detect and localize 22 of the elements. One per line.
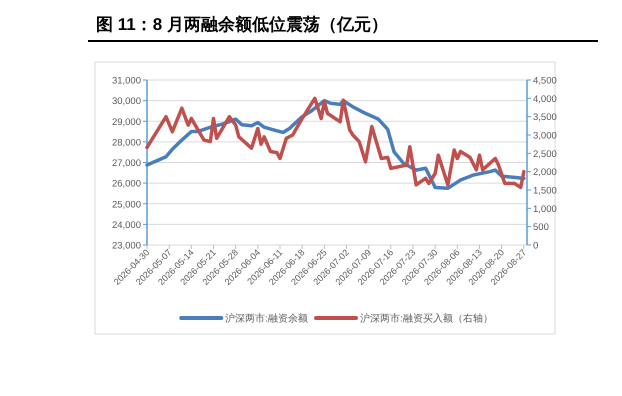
y2-tick-label: 3,000 <box>533 130 557 142</box>
chart-title: 图 11：8 月两融余额低位震荡（亿元） <box>96 15 388 34</box>
y2-tick-label: 4,500 <box>533 76 557 86</box>
y-tick-label: 25,000 <box>112 199 141 210</box>
y-tick-label: 23,000 <box>112 240 141 252</box>
y-tick-label: 29,000 <box>112 116 141 128</box>
y2-tick-label: 2,000 <box>533 167 557 178</box>
legend-label: 沪深两市:融资余额 <box>225 312 308 324</box>
y-tick-label: 27,000 <box>112 158 141 169</box>
y2-tick-label: 2,500 <box>533 148 557 160</box>
y2-tick-label: 4,000 <box>533 94 557 105</box>
y-tick-label: 28,000 <box>112 137 141 148</box>
legend-label: 沪深两市:融资买入额（右轴） <box>360 312 493 324</box>
y-tick-label: 30,000 <box>112 96 141 108</box>
y2-tick-label: 1,000 <box>533 204 557 215</box>
y-tick-label: 31,000 <box>112 76 141 86</box>
y2-tick-label: 500 <box>533 222 549 234</box>
y2-tick-label: 3,500 <box>533 112 557 124</box>
y2-tick-label: 1,500 <box>533 186 557 196</box>
y2-tick-label: 0 <box>533 240 538 252</box>
y-tick-label: 26,000 <box>112 178 141 190</box>
y-tick-label: 24,000 <box>112 220 141 231</box>
